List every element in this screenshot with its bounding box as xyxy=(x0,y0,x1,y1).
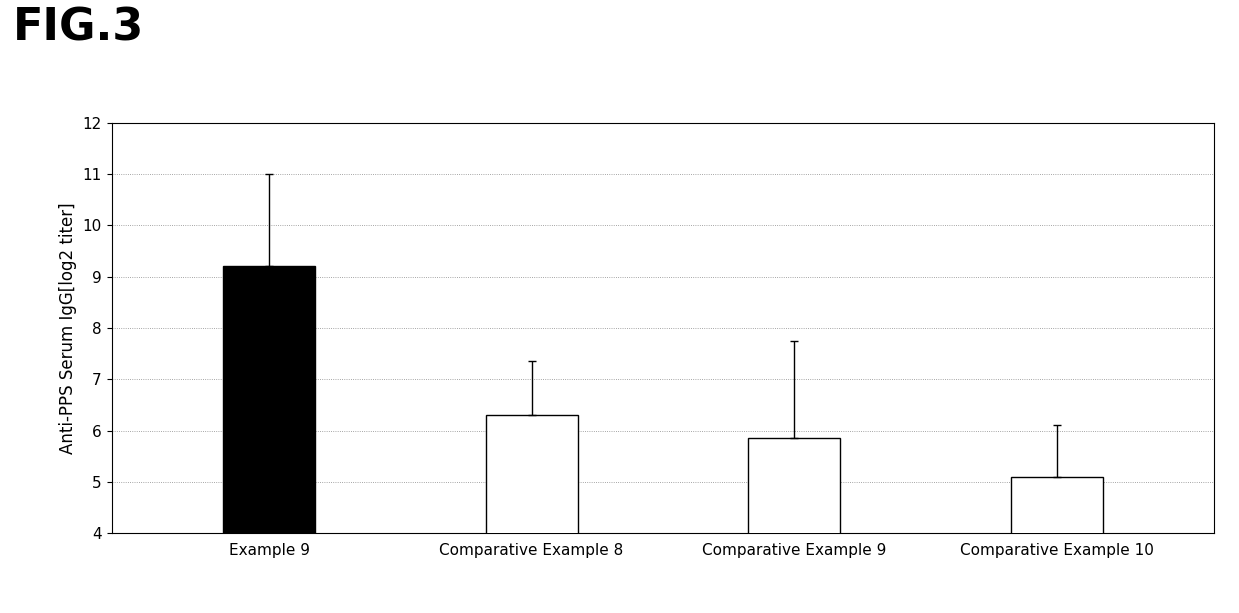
Bar xyxy=(223,266,315,613)
Bar xyxy=(1011,477,1103,613)
Bar xyxy=(748,438,840,613)
Text: FIG.3: FIG.3 xyxy=(12,6,144,49)
Bar xyxy=(486,415,577,613)
Y-axis label: Anti-PPS Serum IgG[log2 titer]: Anti-PPS Serum IgG[log2 titer] xyxy=(59,202,77,454)
